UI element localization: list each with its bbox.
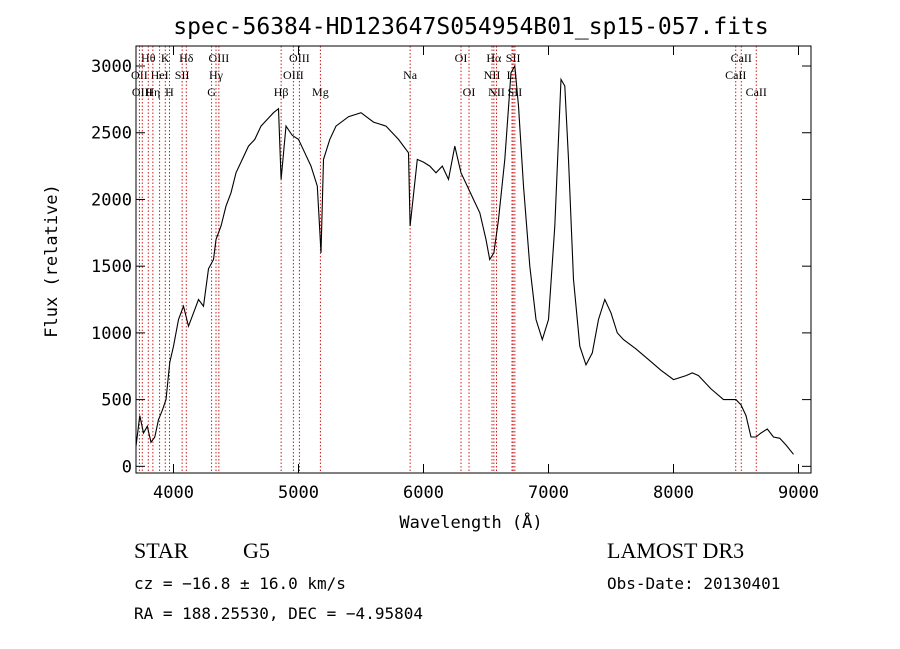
spectral-line-label: Hα <box>486 51 502 65</box>
spectral-line-label: Hθ <box>141 51 156 65</box>
spectral-line-label: K <box>161 51 170 65</box>
spectral-line-label: HeI <box>151 68 169 82</box>
x-axis: 4000 5000 6000 7000 8000 9000 <box>153 46 819 503</box>
spectral-line-label: Na <box>403 68 418 82</box>
spectral-line-label: Mg <box>312 85 329 99</box>
spectral-line-label: CaII <box>746 85 767 99</box>
spectral-line-label: CaII <box>725 68 746 82</box>
spectral-line-label: Hη <box>145 85 160 99</box>
spectral-line-label: OI <box>455 51 468 65</box>
x-tick-label: 4000 <box>153 483 194 503</box>
spectral-line-label: CaII <box>731 51 752 65</box>
x-tick-label: 5000 <box>278 483 319 503</box>
x-axis-label: Wavelength (Å) <box>399 511 542 533</box>
y-tick-label: 0 <box>122 457 132 477</box>
spectral-line-label: SII <box>175 68 190 82</box>
spectral-line-label: OIII <box>132 85 153 99</box>
y-axis: 0 500 1000 1500 2000 2500 3000 <box>91 57 811 477</box>
spectral-line-label: Hβ <box>274 85 289 99</box>
y-tick-label: 3000 <box>91 57 132 77</box>
spectral-line-label: Hγ <box>209 68 224 82</box>
spectral-line-label: SII <box>506 51 521 65</box>
y-tick-label: 1500 <box>91 257 132 277</box>
x-tick-label: 7000 <box>528 483 569 503</box>
plot-frame <box>135 45 812 474</box>
spectral-line-label: NII <box>484 68 501 82</box>
spectral-line-label: OI <box>463 85 476 99</box>
spectral-line-label: SII <box>508 85 523 99</box>
y-tick-label: 1000 <box>91 324 132 344</box>
redshift-cz: cz = −16.8 ± 16.0 km/s <box>134 574 346 593</box>
spectral-line-label: Li <box>507 68 518 82</box>
x-tick-label: 8000 <box>653 483 694 503</box>
object-class: STAR <box>134 538 189 563</box>
object-subclass: G5 <box>243 538 270 563</box>
coordinates: RA = 188.25530, DEC = −4.95804 <box>134 604 423 623</box>
spectral-line-label: Hδ <box>179 51 194 65</box>
y-tick-label: 2500 <box>91 124 132 144</box>
x-tick-label: 9000 <box>778 483 819 503</box>
spectral-line-label: NII <box>488 85 505 99</box>
y-axis-label: Flux (relative) <box>42 184 62 338</box>
observation-date: Obs-Date: 20130401 <box>607 574 781 593</box>
spectral-line-label: OIII <box>283 68 304 82</box>
chart-title: spec-56384-HD123647S054954B01_sp15-057.f… <box>173 14 768 40</box>
x-tick-label: 6000 <box>403 483 444 503</box>
y-tick-label: 2000 <box>91 190 132 210</box>
spectral-line-label: OIII <box>209 51 230 65</box>
spectrum-series-line <box>135 64 794 455</box>
y-tick-label: 500 <box>101 391 132 411</box>
spectral-line-label: OIII <box>289 51 310 65</box>
spectral-line-label: OII <box>131 68 148 82</box>
spectral-line-label: H <box>165 85 174 99</box>
spectral-line-label: G <box>207 85 216 99</box>
survey-name: LAMOST DR3 <box>607 538 745 563</box>
